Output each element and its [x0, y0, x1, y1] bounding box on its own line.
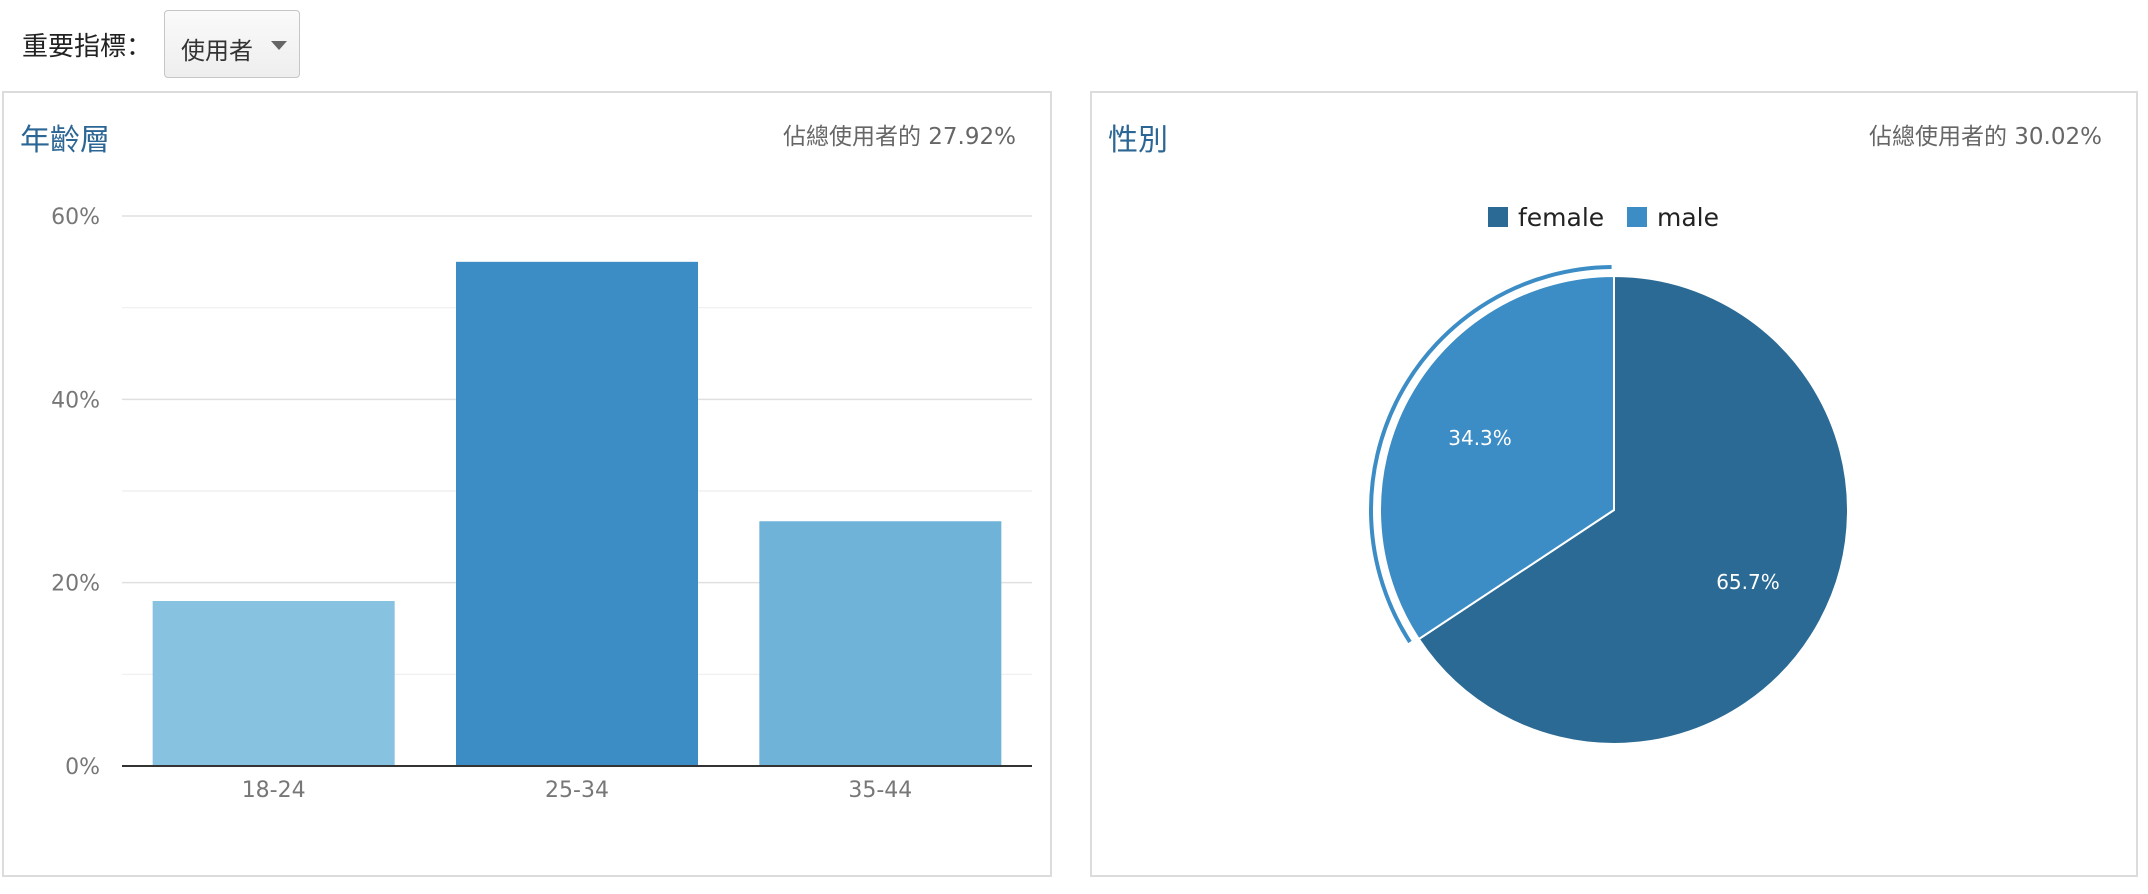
y-tick-label: 60% — [51, 205, 100, 230]
x-tick-label: 35-44 — [848, 778, 912, 803]
legend-label-female[interactable]: female — [1518, 203, 1604, 232]
gender-panel-share: 佔總使用者的 30.02% — [1868, 124, 2102, 150]
legend-swatch-male — [1627, 207, 1647, 227]
legend-label-male[interactable]: male — [1657, 203, 1719, 232]
pie-slice-male[interactable] — [1379, 274, 1615, 641]
metric-dropdown[interactable]: 使用者 — [164, 10, 300, 78]
x-tick-label: 18-24 — [242, 778, 306, 803]
bar-18-24[interactable] — [152, 601, 395, 766]
pie-value-label-male: 34.3% — [1448, 426, 1512, 450]
gender-pie-chart: female male 65.7% 34.3% — [1369, 203, 1849, 745]
age-panel: 年齡層 佔總使用者的 27.92% 0% 20% 40% 60% 18-24 25-34 3… — [2, 91, 1052, 877]
y-tick-label: 40% — [51, 388, 100, 413]
gender-panel-title: 性別 — [1108, 123, 1168, 158]
metric-label: 重要指標： — [22, 32, 153, 62]
gender-panel: 性別 佔總使用者的 30.02% female male 65.7% 34.3% — [1090, 91, 2138, 877]
metric-dropdown-value: 使用者 — [181, 37, 253, 65]
pie-value-label-female: 65.7% — [1716, 570, 1780, 594]
legend-swatch-female — [1488, 207, 1508, 227]
x-tick-label: 25-34 — [545, 778, 609, 803]
y-tick-label: 0% — [65, 755, 100, 780]
pie-slice-female[interactable] — [1417, 274, 1849, 745]
pie-highlight-ring — [1369, 265, 1612, 644]
age-panel-title: 年齡層 — [20, 123, 110, 158]
bar-25-34[interactable] — [456, 261, 698, 766]
age-bar-chart: 0% 20% 40% 60% 18-24 25-34 35-44 — [51, 205, 1032, 803]
bar-35-44[interactable] — [759, 521, 1002, 766]
chevron-down-icon — [271, 41, 287, 50]
y-tick-label: 20% — [51, 572, 100, 597]
metric-bar: 重要指標： 使用者 — [0, 0, 2136, 90]
age-panel-share: 佔總使用者的 27.92% — [782, 124, 1016, 150]
